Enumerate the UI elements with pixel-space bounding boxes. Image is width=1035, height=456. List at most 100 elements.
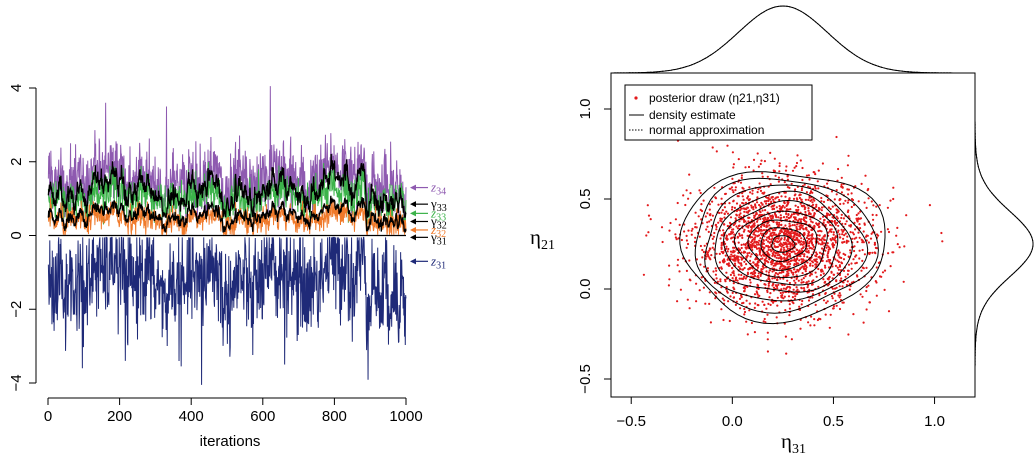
scatter-point: [786, 201, 789, 204]
scatter-point: [719, 237, 722, 240]
scatter-point: [800, 187, 804, 190]
scatter-point: [852, 233, 856, 236]
scatter-point: [811, 283, 814, 286]
scatter-point: [733, 262, 737, 265]
scatter-point: [768, 241, 771, 244]
scatter-point: [766, 245, 770, 248]
scatter-point: [746, 271, 750, 274]
scatter-point: [786, 174, 789, 177]
scatter-point: [788, 231, 792, 234]
scatter-point: [804, 270, 807, 273]
scatter-point: [859, 217, 863, 220]
scatter-point: [868, 252, 871, 256]
scatter-point: [820, 196, 823, 200]
scatter-point: [786, 270, 789, 273]
scatter-point: [755, 243, 759, 246]
scatter-point: [786, 247, 790, 250]
scatter-point: [801, 178, 804, 182]
scatter-point: [773, 245, 776, 248]
scatter-point: [787, 242, 791, 246]
scatter-point: [799, 267, 802, 270]
scatter-point: [898, 246, 901, 249]
scatter-point: [765, 224, 768, 227]
scatter-point: [713, 186, 716, 189]
scatter-point: [846, 201, 850, 204]
scatter-point: [700, 203, 703, 206]
scatter-point: [772, 286, 776, 289]
scatter-point: [803, 253, 806, 256]
scatter-point: [760, 201, 763, 204]
left-x-tick-label: 800: [322, 408, 347, 425]
scatter-point: [756, 191, 759, 194]
scatter-point: [736, 227, 740, 230]
scatter-point: [758, 214, 761, 217]
scatter-point: [729, 250, 733, 253]
scatter-point: [721, 209, 724, 212]
right-y-tick-label: 0.0: [577, 279, 594, 300]
scatter-point: [836, 217, 839, 220]
density-contour: [704, 184, 869, 302]
scatter-point: [793, 224, 796, 227]
scatter-point: [805, 191, 809, 194]
scatter-point: [727, 300, 730, 303]
scatter-point: [744, 166, 747, 169]
scatter-point: [741, 236, 744, 239]
scatter-point: [705, 255, 708, 258]
scatter-point: [674, 236, 678, 239]
scatter-point: [747, 216, 750, 220]
scatter-point: [676, 264, 679, 267]
scatter-point: [680, 238, 684, 242]
scatter-point: [862, 321, 865, 324]
scatter-point: [777, 237, 780, 240]
scatter-point: [733, 222, 737, 225]
scatter-point: [758, 239, 761, 242]
scatter-point: [814, 263, 817, 266]
scatter-point: [760, 229, 764, 232]
scatter-point: [829, 223, 832, 227]
scatter-point: [812, 203, 815, 206]
scatter-point: [752, 237, 756, 240]
scatter-point: [800, 258, 803, 261]
scatter-point: [733, 255, 736, 258]
scatter-point: [830, 228, 833, 231]
scatter-point: [892, 197, 895, 201]
scatter-point: [759, 237, 762, 240]
scatter-point: [855, 213, 858, 217]
right-density-estimate: [974, 73, 1034, 397]
scatter-point: [757, 188, 760, 191]
scatter-point: [780, 237, 783, 240]
scatter-point: [774, 252, 777, 255]
scatter-point: [702, 286, 706, 289]
scatter-point: [817, 226, 821, 229]
scatter-point: [792, 288, 795, 291]
scatter-point: [694, 236, 697, 239]
scatter-point: [776, 223, 779, 226]
scatter-point: [766, 211, 769, 214]
right-x-tick-label: 0.5: [823, 413, 844, 430]
scatter-point: [845, 283, 849, 287]
scatter-point: [805, 226, 808, 229]
scatter-point: [857, 218, 860, 221]
scatter-point: [866, 234, 869, 237]
scatter-point: [737, 273, 740, 276]
scatter-point: [708, 291, 711, 294]
scatter-point: [825, 212, 829, 215]
scatter-point: [815, 223, 819, 226]
scatter-point: [835, 211, 838, 214]
scatter-point: [688, 259, 691, 262]
scatter-point: [886, 228, 890, 231]
scatter-point: [795, 165, 798, 168]
scatter-point: [845, 220, 848, 223]
scatter-point: [843, 234, 846, 237]
scatter-point: [798, 308, 802, 311]
scatter-point: [825, 260, 828, 263]
scatter-point: [777, 176, 781, 179]
scatter-point: [826, 300, 829, 303]
scatter-point: [805, 174, 809, 177]
annotation-label: γ32: [430, 213, 447, 231]
scatter-point: [743, 260, 746, 263]
scatter-point: [766, 331, 769, 334]
scatter-point: [714, 196, 717, 199]
scatter-point: [766, 175, 769, 178]
